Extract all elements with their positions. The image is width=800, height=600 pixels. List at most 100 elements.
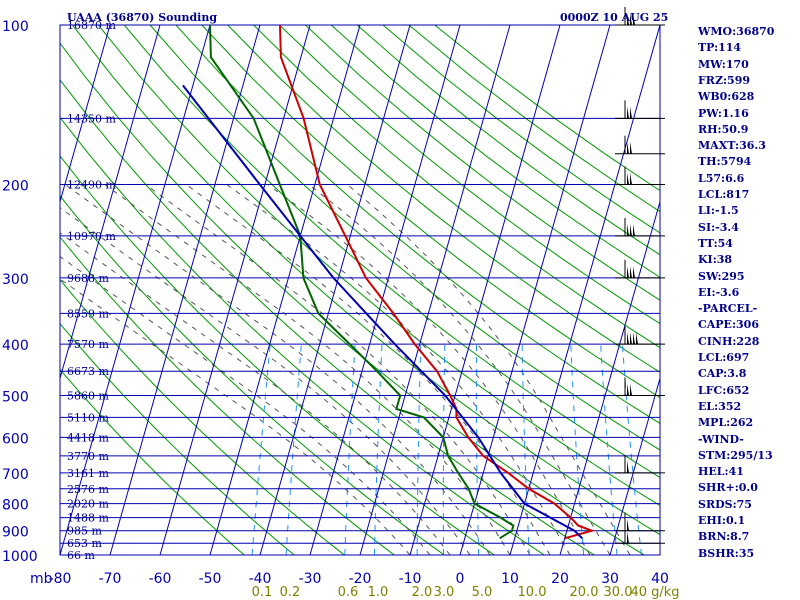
isotherm — [159, 25, 311, 555]
height-label: 14350 m — [67, 112, 116, 125]
height-label: 5860 m — [67, 389, 109, 402]
mixing-ratio-label: 20.0 — [570, 585, 599, 600]
pressure-label: 1000 — [2, 549, 38, 565]
height-label: 4418 m — [67, 431, 109, 444]
moist-adiabat — [60, 232, 451, 555]
temperature-tick-label: -40 — [249, 571, 272, 587]
index-value: KI:38 — [698, 253, 733, 267]
pressure-label: 800 — [2, 498, 29, 514]
dry-adiabat — [60, 155, 496, 555]
index-value: LFC:652 — [698, 383, 750, 397]
mixing-ratio-label: 5.0 — [472, 585, 493, 600]
dry-adiabat — [201, 25, 660, 399]
wind-barb-flag — [636, 332, 638, 345]
wind-barb-flag — [627, 518, 629, 531]
pressure-label: 300 — [2, 272, 29, 288]
dry-adiabat — [60, 236, 396, 555]
mixing-ratio-label: 1.0 — [368, 585, 389, 600]
isotherm — [309, 25, 461, 555]
moist-adiabat — [226, 184, 571, 555]
mixing-ratio-label: 2.0 — [412, 585, 433, 600]
temperature-tick-label: 10 — [501, 571, 519, 587]
temperature-tick-label: 40 — [651, 571, 669, 587]
pressure-label: 100 — [2, 19, 29, 35]
height-label: 3161 m — [67, 467, 109, 480]
dry-adiabat — [60, 278, 346, 555]
wind-barb-flag — [630, 141, 632, 154]
index-value: EL:352 — [698, 399, 742, 413]
wind-barb-flag — [630, 383, 632, 396]
wind-barbs — [615, 7, 665, 544]
isotherm — [259, 25, 411, 555]
temperature-tick-label: 0 — [456, 571, 465, 587]
temperature-tick-label: -70 — [99, 571, 122, 587]
mixing-ratio-line — [285, 344, 302, 555]
height-label: 2576 m — [67, 483, 109, 496]
moist-adiabat — [60, 255, 431, 555]
wind-barb-flag — [627, 223, 629, 236]
wind-barb-flag — [627, 460, 629, 473]
moist-adiabat — [60, 278, 411, 555]
index-value: FRZ:599 — [698, 73, 751, 87]
height-label: 7570 m — [67, 338, 109, 351]
index-value: STM:295/13 — [698, 448, 773, 462]
index-value: RH:50.9 — [698, 122, 749, 136]
dry-adiabat — [304, 25, 660, 301]
dry-adiabat — [227, 25, 660, 373]
temperature-tick-label: -10 — [399, 571, 422, 587]
dewpoint-line — [209, 25, 515, 540]
index-value: LCL:697 — [698, 351, 750, 364]
index-value: TP:114 — [698, 41, 742, 55]
wind-barb-flag — [627, 106, 629, 119]
height-label: 1488 m — [67, 512, 109, 525]
isotherm — [509, 25, 660, 555]
dry-adiabat — [253, 25, 660, 349]
temperature-tick-label: -80 — [49, 571, 72, 587]
mixing-ratio-label: 0.2 — [280, 585, 301, 600]
height-label: 8559 m — [67, 307, 109, 320]
isotherm — [459, 25, 611, 555]
moist-adiabat — [185, 184, 551, 555]
dry-adiabat — [356, 25, 660, 256]
index-value: SRDS:75 — [698, 497, 752, 511]
pressure-label: 900 — [2, 525, 29, 541]
dry-adiabat — [60, 79, 596, 555]
pressure-label: 200 — [2, 179, 29, 195]
index-value: BRN:8.7 — [698, 530, 750, 544]
parcel-line — [182, 84, 583, 540]
wind-barb-flag — [630, 13, 632, 25]
wind-barb-flag — [633, 13, 635, 25]
index-value: TT:54 — [698, 236, 733, 250]
dry-adiabat — [60, 322, 296, 555]
dry-adiabat — [97, 25, 660, 507]
index-value: CAPE:306 — [698, 318, 759, 332]
temperature-tick-label: -60 — [149, 571, 172, 587]
grid-lines — [60, 25, 660, 555]
index-value: PW:1.16 — [698, 106, 749, 120]
wind-barb-flag — [630, 332, 632, 345]
index-value: CAP:3.8 — [698, 367, 747, 381]
height-label: 12490 m — [67, 179, 116, 192]
isotherm — [409, 25, 561, 555]
dry-adiabat — [175, 25, 660, 424]
height-label: 66 m — [67, 549, 95, 562]
height-label: 653 m — [67, 537, 102, 550]
dry-adiabat — [279, 25, 660, 325]
height-label: 9688 m — [67, 272, 109, 285]
pressure-label: 600 — [2, 431, 29, 447]
index-value: MAXT:36.3 — [698, 139, 766, 153]
isotherm — [209, 25, 361, 555]
wind-barb-flag — [627, 531, 629, 544]
dry-adiabat — [60, 116, 546, 555]
height-label: 5110 m — [67, 411, 109, 424]
temperature-tick-label: 30 — [601, 571, 619, 587]
wind-barb-flag — [633, 223, 635, 236]
wind-barb-flag — [630, 223, 632, 236]
isotherm — [60, 25, 211, 555]
mixing-ratio-label: 0.6 — [338, 585, 359, 600]
pressure-label: 700 — [2, 467, 29, 483]
index-value: WMO:36870 — [698, 25, 775, 38]
pressure-label: 400 — [2, 338, 29, 354]
temperature-tick-label: -30 — [299, 571, 322, 587]
